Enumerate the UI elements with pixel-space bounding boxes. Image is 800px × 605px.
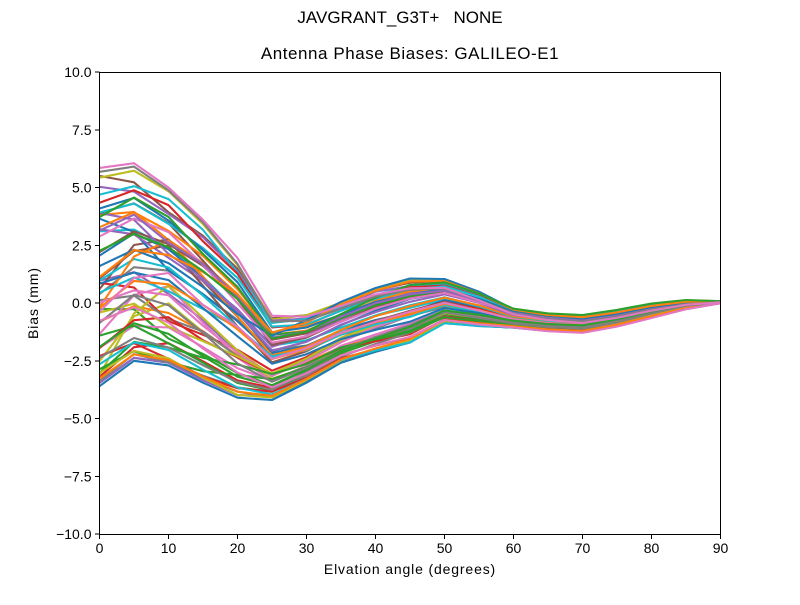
svg-text:50: 50: [437, 540, 453, 556]
svg-text:−5.0: −5.0: [64, 411, 92, 427]
svg-text:30: 30: [299, 540, 315, 556]
svg-text:2.5: 2.5: [72, 237, 92, 253]
svg-text:7.5: 7.5: [72, 122, 92, 138]
svg-text:Elvation angle (degrees): Elvation angle (degrees): [324, 561, 496, 577]
svg-text:5.0: 5.0: [72, 180, 92, 196]
svg-text:JAVGRANT_G3T+ NONE: JAVGRANT_G3T+ NONE: [297, 8, 502, 27]
svg-text:10.0: 10.0: [64, 64, 91, 80]
svg-text:70: 70: [575, 540, 591, 556]
svg-text:−2.5: −2.5: [64, 353, 92, 369]
svg-text:20: 20: [230, 540, 246, 556]
svg-text:0: 0: [96, 540, 104, 556]
svg-text:0.0: 0.0: [72, 295, 92, 311]
svg-text:80: 80: [644, 540, 660, 556]
svg-text:10: 10: [161, 540, 177, 556]
svg-text:40: 40: [368, 540, 384, 556]
svg-text:90: 90: [713, 540, 729, 556]
svg-text:Antenna Phase Biases: GALILEO-: Antenna Phase Biases: GALILEO-E1: [261, 44, 559, 63]
svg-text:−10.0: −10.0: [56, 526, 92, 542]
svg-text:60: 60: [506, 540, 522, 556]
svg-text:−7.5: −7.5: [64, 468, 92, 484]
svg-text:Bias (mm): Bias (mm): [25, 267, 41, 339]
